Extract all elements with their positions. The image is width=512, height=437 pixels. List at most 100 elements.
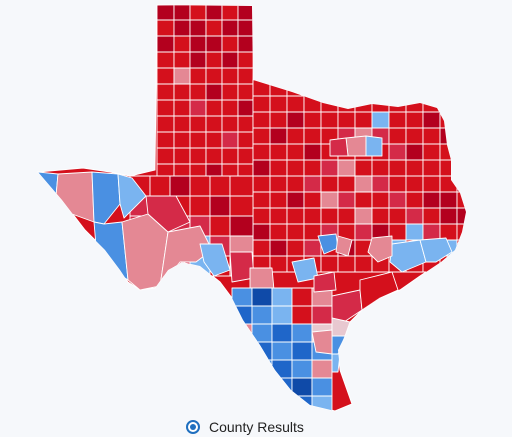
county[interactable] <box>252 143 271 161</box>
county[interactable] <box>173 115 191 133</box>
county[interactable] <box>269 191 288 209</box>
county[interactable] <box>422 191 441 209</box>
county[interactable] <box>221 99 239 117</box>
county[interactable] <box>173 35 191 53</box>
county[interactable] <box>320 255 339 273</box>
county[interactable] <box>303 159 322 177</box>
county[interactable] <box>271 323 293 343</box>
county[interactable] <box>354 223 373 241</box>
county[interactable] <box>189 67 207 85</box>
county[interactable] <box>221 19 239 37</box>
county[interactable] <box>231 305 253 325</box>
county[interactable] <box>320 207 339 225</box>
county[interactable] <box>189 131 207 149</box>
county[interactable] <box>456 127 470 145</box>
county[interactable] <box>251 359 273 379</box>
county[interactable] <box>271 377 293 397</box>
county[interactable] <box>221 115 239 133</box>
county[interactable] <box>371 79 390 97</box>
county[interactable] <box>237 19 254 37</box>
county[interactable] <box>320 111 339 129</box>
county[interactable] <box>337 175 356 193</box>
county-val-verde[interactable] <box>199 243 231 277</box>
county-jefferson[interactable] <box>419 237 453 263</box>
county[interactable] <box>388 207 407 225</box>
county[interactable] <box>156 131 175 149</box>
county[interactable] <box>173 131 191 149</box>
county[interactable] <box>371 191 390 209</box>
county[interactable] <box>388 143 407 161</box>
county[interactable] <box>303 79 322 97</box>
county[interactable] <box>205 19 223 37</box>
county[interactable] <box>320 191 339 209</box>
county[interactable] <box>422 111 441 129</box>
county[interactable] <box>405 191 424 209</box>
county[interactable] <box>269 111 288 129</box>
county[interactable] <box>252 239 271 257</box>
county[interactable] <box>221 5 239 21</box>
county[interactable] <box>439 111 458 129</box>
county[interactable] <box>189 5 207 21</box>
county[interactable] <box>252 207 271 225</box>
county-guadalupe[interactable] <box>313 271 337 293</box>
county[interactable] <box>205 67 223 85</box>
county[interactable] <box>156 5 175 21</box>
county[interactable] <box>422 175 441 193</box>
county[interactable] <box>337 255 356 273</box>
county[interactable] <box>173 147 191 165</box>
county[interactable] <box>229 195 254 217</box>
county[interactable] <box>354 95 373 113</box>
county[interactable] <box>221 51 239 69</box>
county[interactable] <box>269 239 288 257</box>
county[interactable] <box>156 99 175 117</box>
county[interactable] <box>189 83 207 101</box>
county[interactable] <box>303 111 322 129</box>
county[interactable] <box>337 79 356 97</box>
county[interactable] <box>337 191 356 209</box>
county[interactable] <box>337 95 356 113</box>
county[interactable] <box>439 207 458 225</box>
county[interactable] <box>173 51 191 69</box>
county-kleberg[interactable] <box>331 353 341 373</box>
county[interactable] <box>371 111 390 129</box>
county[interactable] <box>405 223 424 241</box>
county[interactable] <box>320 159 339 177</box>
county[interactable] <box>337 111 356 129</box>
county[interactable] <box>231 359 253 379</box>
county[interactable] <box>439 143 458 161</box>
county[interactable] <box>269 175 288 193</box>
county[interactable] <box>231 395 253 412</box>
county[interactable] <box>422 79 441 97</box>
county[interactable] <box>303 191 322 209</box>
county[interactable] <box>388 159 407 177</box>
county-fort-bend[interactable] <box>367 235 393 263</box>
county[interactable] <box>456 175 470 193</box>
county[interactable] <box>189 115 207 133</box>
county[interactable] <box>189 195 211 217</box>
county[interactable] <box>320 79 339 97</box>
county[interactable] <box>456 159 470 177</box>
county[interactable] <box>439 223 458 241</box>
county[interactable] <box>221 35 239 53</box>
county[interactable] <box>405 111 424 129</box>
county[interactable] <box>311 305 333 325</box>
county[interactable] <box>303 95 322 113</box>
county[interactable] <box>354 207 373 225</box>
county[interactable] <box>456 111 470 129</box>
county[interactable] <box>173 19 191 37</box>
county[interactable] <box>456 239 470 257</box>
county[interactable] <box>149 175 171 197</box>
county[interactable] <box>456 255 470 273</box>
county[interactable] <box>291 323 313 343</box>
county-matagorda[interactable] <box>359 271 399 311</box>
county[interactable] <box>231 287 253 307</box>
county[interactable] <box>311 377 333 397</box>
county[interactable] <box>237 35 254 53</box>
county[interactable] <box>388 95 407 113</box>
county[interactable] <box>456 207 470 225</box>
county[interactable] <box>422 95 441 113</box>
county[interactable] <box>205 99 223 117</box>
county[interactable] <box>286 111 305 129</box>
county[interactable] <box>252 127 271 145</box>
county[interactable] <box>205 131 223 149</box>
